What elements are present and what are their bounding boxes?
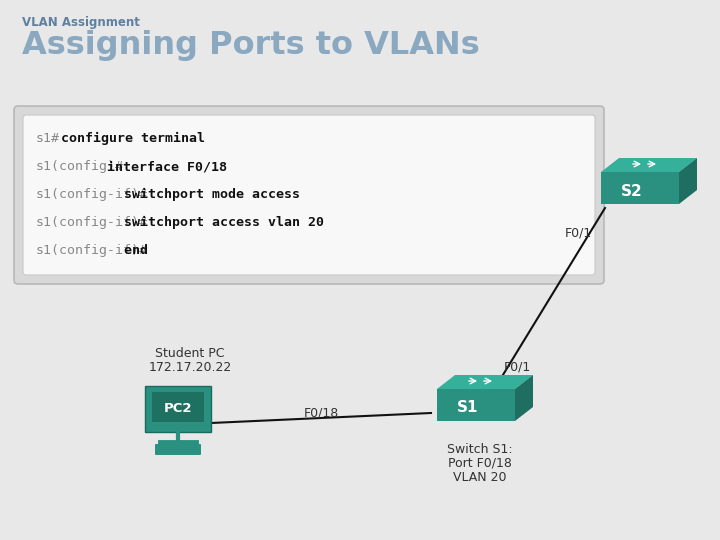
Text: Student PC: Student PC [156, 347, 225, 360]
FancyBboxPatch shape [155, 444, 201, 455]
Text: VLAN Assignment: VLAN Assignment [22, 16, 140, 29]
Polygon shape [437, 375, 533, 389]
Text: interface F0/18: interface F0/18 [99, 160, 228, 173]
Text: Assigning Ports to VLANs: Assigning Ports to VLANs [22, 30, 480, 61]
Text: S1: S1 [457, 401, 479, 415]
Polygon shape [601, 172, 679, 204]
Polygon shape [515, 375, 533, 421]
Polygon shape [679, 158, 697, 204]
Text: VLAN 20: VLAN 20 [454, 471, 507, 484]
Text: s1(config-if)#: s1(config-if)# [36, 244, 148, 257]
Text: F0/18: F0/18 [303, 406, 338, 419]
Text: F0/1: F0/1 [504, 361, 531, 374]
Text: Switch S1:: Switch S1: [447, 443, 513, 456]
Text: end: end [117, 244, 148, 257]
Text: switchport mode access: switchport mode access [117, 188, 300, 201]
Text: s1(config-if)#: s1(config-if)# [36, 188, 148, 201]
Text: configure terminal: configure terminal [53, 132, 205, 145]
Text: Port F0/18: Port F0/18 [448, 457, 512, 470]
Text: s1#: s1# [36, 132, 60, 145]
Text: switchport access vlan 20: switchport access vlan 20 [117, 216, 325, 229]
Text: 172.17.20.22: 172.17.20.22 [148, 361, 232, 374]
Text: S2: S2 [621, 184, 643, 199]
Text: s1(config)#: s1(config)# [36, 160, 124, 173]
Polygon shape [152, 392, 204, 422]
FancyBboxPatch shape [23, 115, 595, 275]
Text: s1(config-if)#: s1(config-if)# [36, 216, 148, 229]
Text: F0/1: F0/1 [565, 226, 593, 239]
FancyBboxPatch shape [14, 106, 604, 284]
Polygon shape [437, 389, 515, 421]
Polygon shape [145, 386, 211, 432]
Text: PC2: PC2 [163, 402, 192, 415]
Polygon shape [601, 158, 697, 172]
